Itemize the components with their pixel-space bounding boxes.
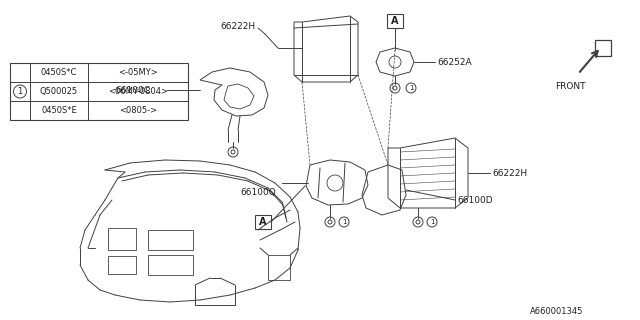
Text: <0805->: <0805->	[119, 106, 157, 115]
Bar	[108, 228, 136, 250]
Bar	[10, 63, 188, 120]
Text: <06MY-0804>: <06MY-0804>	[108, 87, 168, 96]
Text: A660001345: A660001345	[530, 308, 584, 316]
Text: 66100Q: 66100Q	[240, 188, 276, 196]
Bar	[387, 14, 403, 28]
Text: FRONT: FRONT	[555, 82, 586, 91]
Bar	[148, 230, 193, 250]
Bar	[268, 255, 290, 280]
Text: 0450S*E: 0450S*E	[41, 106, 77, 115]
Bar	[108, 256, 136, 274]
Text: 1: 1	[17, 87, 22, 96]
Bar	[255, 215, 271, 229]
Text: Q500025: Q500025	[40, 87, 78, 96]
Text: 1: 1	[342, 219, 346, 225]
Text: 66100D: 66100D	[457, 196, 493, 204]
Text: 1: 1	[409, 85, 413, 91]
Bar	[595, 40, 611, 56]
Bar	[148, 255, 193, 275]
Text: 66100C: 66100C	[115, 85, 150, 94]
Text: A: A	[391, 16, 399, 26]
Text: <-05MY>: <-05MY>	[118, 68, 158, 77]
Text: 0450S*C: 0450S*C	[41, 68, 77, 77]
Text: 1: 1	[429, 219, 435, 225]
Text: 66252A: 66252A	[437, 58, 472, 67]
Text: 66222H: 66222H	[492, 169, 527, 178]
Text: A: A	[259, 217, 267, 227]
Text: 66222H: 66222H	[220, 21, 255, 30]
